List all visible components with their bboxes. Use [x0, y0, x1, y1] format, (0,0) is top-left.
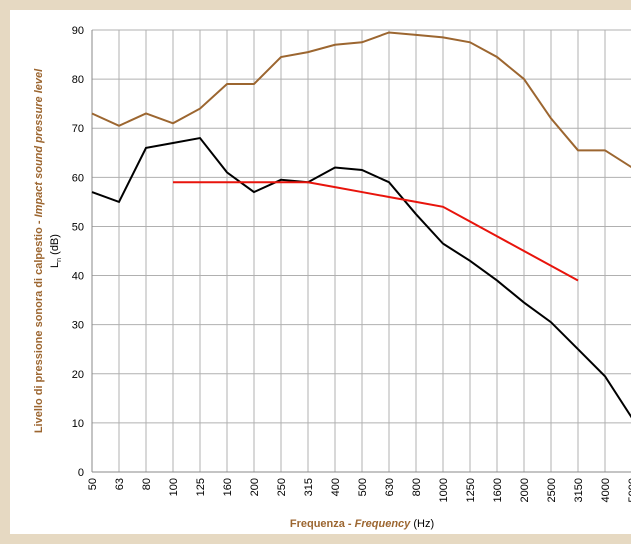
y-label-part: n	[56, 258, 63, 262]
x-tick-label: 5000	[627, 478, 631, 502]
y-tick-label: 30	[72, 320, 84, 332]
x-tick-label: 800	[411, 478, 423, 496]
x-tick-label: 50	[87, 478, 99, 490]
x-tick-label: 630	[384, 478, 396, 496]
y-axis-label: Livello di pressione sonora di calpestio…	[33, 68, 45, 433]
x-tick-label: 1250	[465, 478, 477, 502]
x-tick-label: 3150	[573, 478, 585, 502]
y-tick-label: 50	[72, 221, 84, 233]
x-tick-label: 2500	[546, 478, 558, 502]
y-tick-label: 90	[72, 25, 84, 37]
plot: 0 10 20 30 40 50 60 70 80 90 50 63 80 100 125 160 200 250…	[72, 25, 631, 502]
x-label-part: -	[345, 518, 355, 530]
y-label-part: -	[33, 217, 45, 227]
y-tick-label: 80	[72, 74, 84, 86]
x-label-part: Frequenza	[290, 518, 346, 530]
x-tick-label: 2000	[519, 478, 531, 502]
series-line	[173, 181, 579, 282]
x-tick-label: 250	[276, 478, 288, 496]
x-tick-label: 100	[168, 478, 180, 496]
x-tick-label: 1600	[492, 478, 504, 502]
panel	[10, 10, 631, 534]
y-label-part: Impact sound pressure level	[33, 68, 45, 217]
x-tick-label: 125	[195, 478, 207, 496]
x-axis-label: Frequenza - Frequency (Hz)	[290, 518, 434, 530]
series-line	[91, 31, 631, 169]
x-tick-label: 160	[222, 478, 234, 496]
x-tick-label: 200	[249, 478, 261, 496]
x-label-part: (Hz)	[410, 518, 434, 530]
x-tick-label: 63	[114, 478, 126, 490]
x-tick-label: 315	[303, 478, 315, 496]
y-tick-label: 10	[72, 418, 84, 430]
y-tick-label: 40	[72, 271, 84, 283]
y-tick-label: 0	[78, 467, 84, 479]
x-tick-label: 500	[357, 478, 369, 496]
y-label-part: Livello di pressione sonora di calpestio	[33, 227, 45, 433]
x-label-part: Frequency	[355, 518, 412, 530]
x-tick-label: 400	[330, 478, 342, 496]
series-line	[91, 136, 631, 419]
x-tick-label: 80	[141, 478, 153, 490]
x-tick-label: 1000	[438, 478, 450, 502]
y-label-part: (dB)	[49, 234, 61, 258]
y-tick-label: 20	[72, 369, 84, 381]
y-tick-label: 60	[72, 172, 84, 184]
y-label-part: L	[49, 262, 61, 268]
x-tick-label: 4000	[600, 478, 612, 502]
y-axis-label-2: Ln (dB)	[49, 234, 63, 268]
y-tick-label: 70	[72, 123, 84, 135]
